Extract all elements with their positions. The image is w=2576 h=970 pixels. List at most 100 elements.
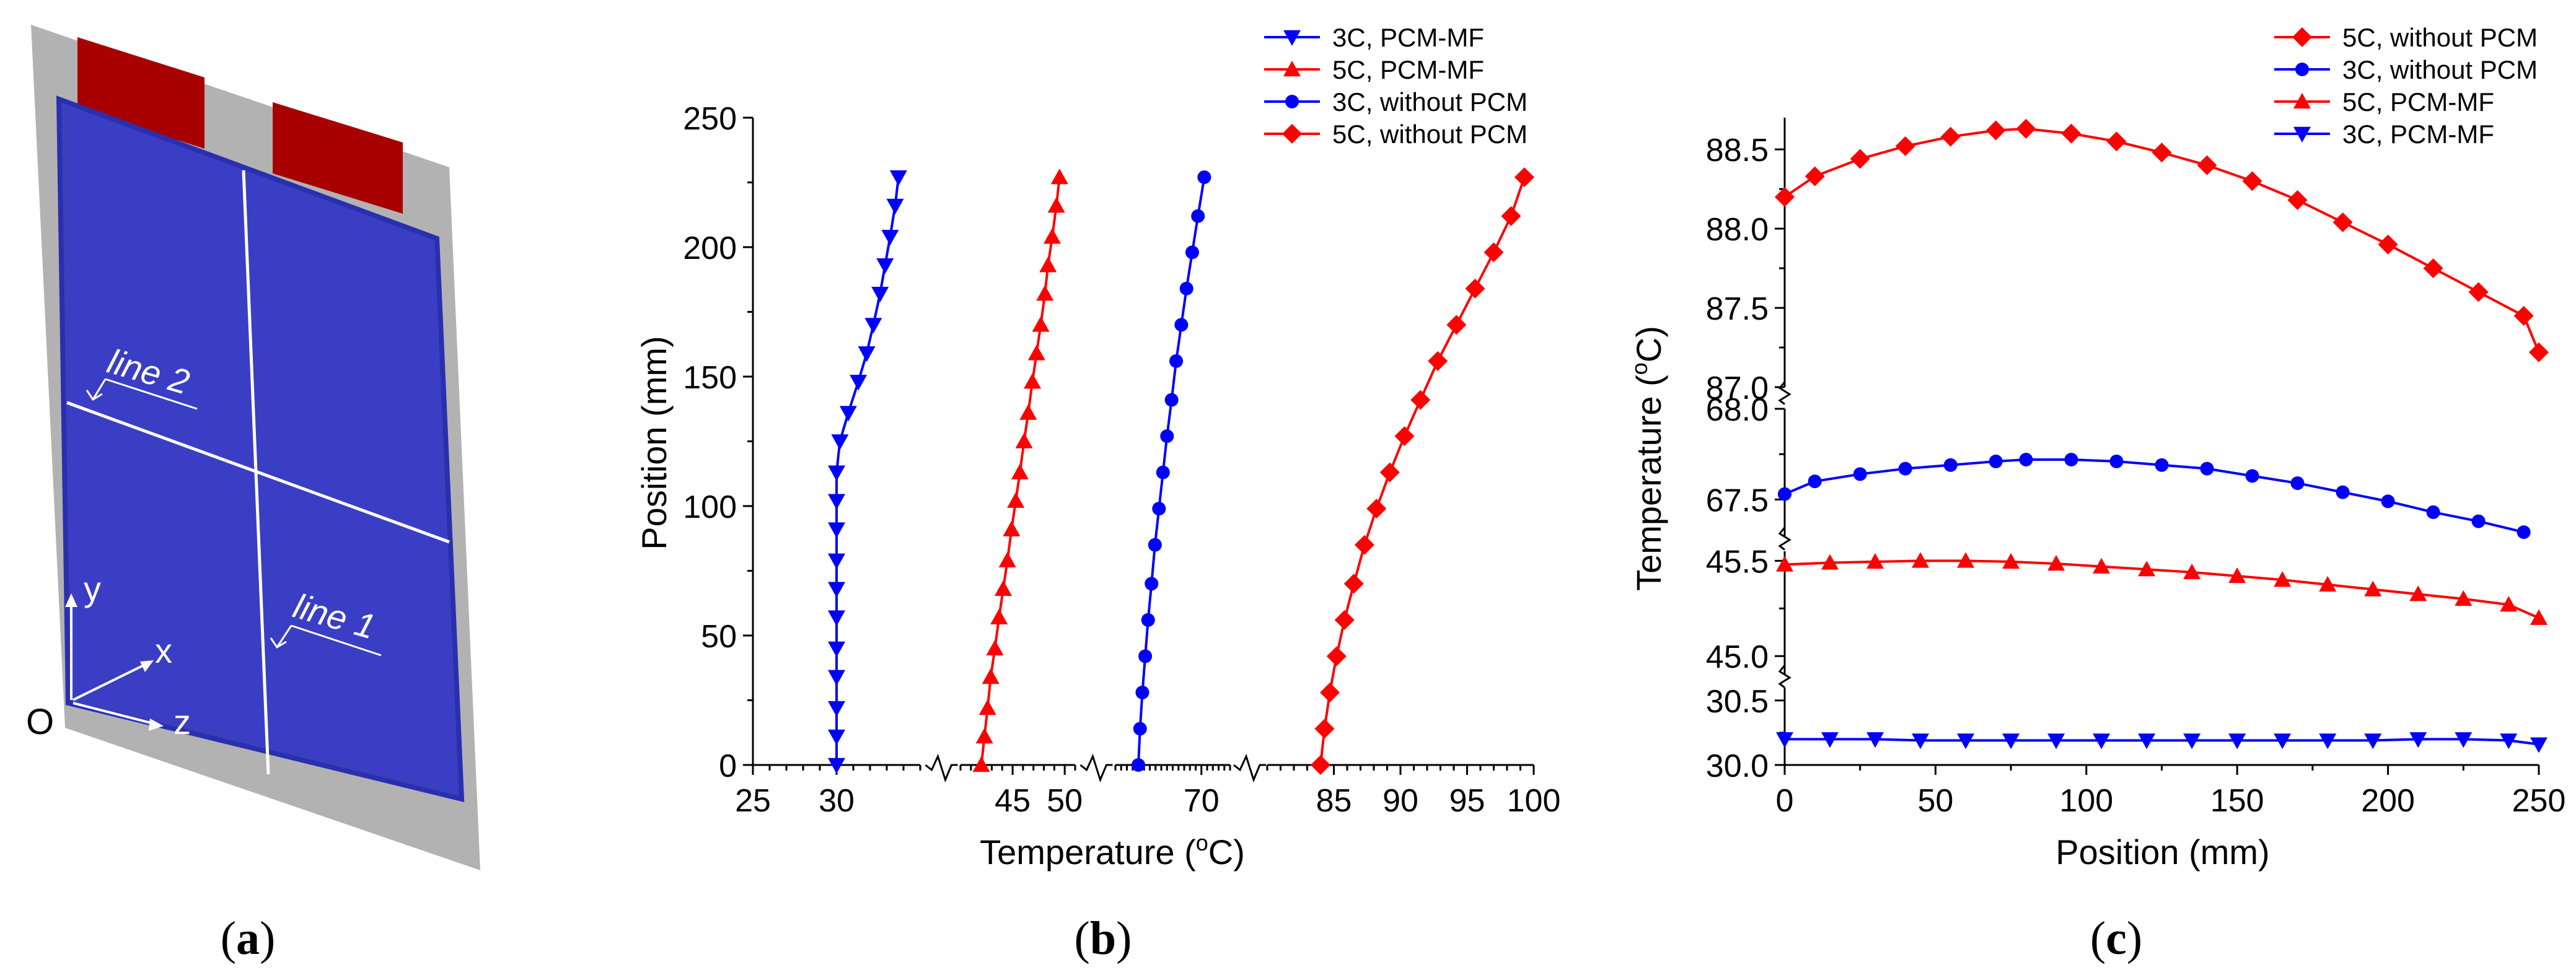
panel-c-data-point: [1957, 733, 1975, 749]
panel-c-data-point: [2047, 733, 2065, 749]
panel-c-y-tick-label: 87.5: [1706, 291, 1769, 327]
panel-c-data-point: [1940, 126, 1961, 147]
panel-c-legend-label: 5C, PCM-MF: [2342, 87, 2494, 116]
panel-c-y-tick-label: 88.0: [1706, 212, 1769, 248]
panel-c-data-point: [2093, 557, 2111, 574]
panel-c-chart: 0 50 100 150 200 250 87.0 87.5 88.0 88.5 67.5 68.0 4…: [1627, 23, 2565, 964]
panel-b-label-close: ): [1116, 912, 1132, 964]
panel-c-y-tick-label: 68.0: [1706, 392, 1769, 428]
panel-b-data-point: [1343, 574, 1364, 594]
panel-b-data-point: [1015, 432, 1033, 448]
line-2-arrowhead: [86, 390, 103, 401]
panel-c-data-point: [2016, 118, 2036, 139]
panel-b-x-tick-label: 50: [1047, 783, 1083, 819]
panel-c-legend-label: 5C, without PCM: [2342, 23, 2538, 52]
panel-c-data-point: [2155, 458, 2169, 472]
panel-b-y-tick-label: 0: [719, 748, 737, 784]
panel-c-data-point: [1912, 552, 1930, 568]
panel-c-data-point: [1850, 149, 1870, 169]
panel-c-data-point: [2138, 561, 2156, 577]
panel-b-data-point: [978, 699, 996, 715]
panel-c-y-tick-label: 88.5: [1706, 133, 1769, 168]
panel-b-y-tick-label: 200: [683, 230, 737, 266]
panel-c-data-point: [2378, 234, 2398, 255]
panel-c-x-tick-label: 250: [2512, 783, 2566, 819]
panel-b-data-point: [986, 639, 1004, 656]
panel-b-x-tick-label: 90: [1383, 783, 1418, 819]
panel-c-legend-label: 3C, PCM-MF: [2342, 120, 2494, 149]
panel-c-data-point: [1821, 732, 1839, 748]
panel-b-legend-marker: [1282, 124, 1302, 144]
panel-b-data-point: [876, 258, 894, 274]
panel-c-data-point: [2471, 514, 2486, 528]
panel-c-x-tick-label: 0: [1776, 783, 1794, 819]
panel-c-x-axis-label: Position (mm): [2055, 832, 2269, 872]
panel-b-data-point: [1141, 613, 1155, 627]
line-2: [66, 401, 450, 544]
line-2-underline: [105, 378, 198, 410]
panel-c-data-point: [2319, 733, 2337, 749]
panel-c-series-line: [1784, 559, 2539, 619]
panel-b-data-point: [1152, 502, 1166, 516]
panel-b-data-point: [1501, 206, 1521, 226]
panel-b-data-point: [982, 668, 1000, 684]
panel-b-data-point: [1366, 499, 1387, 519]
panel-c-x-tick-label: 100: [2059, 783, 2113, 819]
panel-c-legend-marker: [2292, 27, 2312, 47]
panel-b-data-point: [1044, 228, 1061, 244]
panel-c-legend-label: 3C, without PCM: [2342, 55, 2538, 84]
panel-c-x-tick-label: 50: [1917, 783, 1953, 819]
panel-c-data-point: [1778, 487, 1791, 501]
panel-b-legend-label: 3C, PCM-MF: [1332, 23, 1484, 52]
panel-b-data-point: [858, 346, 876, 362]
panel-b-data-point: [1039, 256, 1057, 273]
panel-b-data-point: [1334, 610, 1355, 630]
panel-c-data-point: [2336, 485, 2350, 499]
panel-c-label: (c): [2090, 912, 2142, 964]
panel-c-axis-break: [1778, 381, 1791, 405]
panel-c-y-tick-label: 30.0: [1706, 748, 1769, 784]
panel-c-data-point: [1895, 136, 1915, 157]
panel-b-data-point: [1428, 351, 1448, 371]
panel-c-y-tick-label: 45.0: [1706, 639, 1769, 675]
panel-b-data-point: [1197, 170, 1211, 185]
panel-b-label-letter: b: [1090, 912, 1116, 964]
panel-c-legend-marker: [2293, 93, 2311, 109]
panel-c-data-point: [1853, 467, 1867, 481]
panel-b-data-point: [975, 728, 993, 744]
panel-b-data-point: [1446, 315, 1467, 335]
panel-c-data-point: [2332, 212, 2353, 232]
line-1-pointer: [276, 625, 292, 648]
panel-a-label: (a): [221, 912, 276, 964]
panel-b-data-point: [831, 434, 849, 450]
panel-b-data-point: [864, 318, 882, 334]
panel-b-legend-label: 5C, without PCM: [1332, 120, 1528, 149]
panel-b-legend-marker: [1283, 30, 1301, 46]
axis-y-arrowhead: [65, 593, 77, 607]
panel-c-series-line: [1784, 458, 2525, 534]
panel-c-data-point: [2228, 733, 2246, 749]
panel-c-data-point: [2152, 142, 2172, 163]
panel-c-data-point: [1989, 454, 2003, 468]
panel-c-data-point: [1898, 461, 1912, 476]
panel-c-data-point: [1775, 186, 1795, 207]
panel-c-data-point: [2529, 342, 2549, 362]
panel-c-x-tick-label: 150: [2210, 783, 2264, 819]
panel-b-data-point: [886, 198, 904, 215]
panel-b-data-point: [1410, 390, 1431, 410]
panel-b-x-tick-label: 70: [1184, 783, 1220, 819]
panel-b-data-point: [828, 641, 845, 657]
panel-b-data-point: [1032, 316, 1050, 332]
panel-b-data-point: [828, 701, 845, 717]
panel-c-data-point: [2500, 733, 2518, 749]
panel-b-data-point: [828, 729, 845, 746]
panel-b-data-point: [1156, 465, 1170, 479]
battery-cell-face: [68, 105, 455, 790]
panel-b-data-point: [1465, 278, 1485, 299]
panel-b-data-point: [1132, 758, 1145, 772]
panel-b-axis-break: [1079, 753, 1113, 783]
panel-c-data-point: [2364, 580, 2382, 596]
panel-b-data-point: [1191, 209, 1205, 223]
panel-b-legend-marker: [1285, 95, 1299, 108]
